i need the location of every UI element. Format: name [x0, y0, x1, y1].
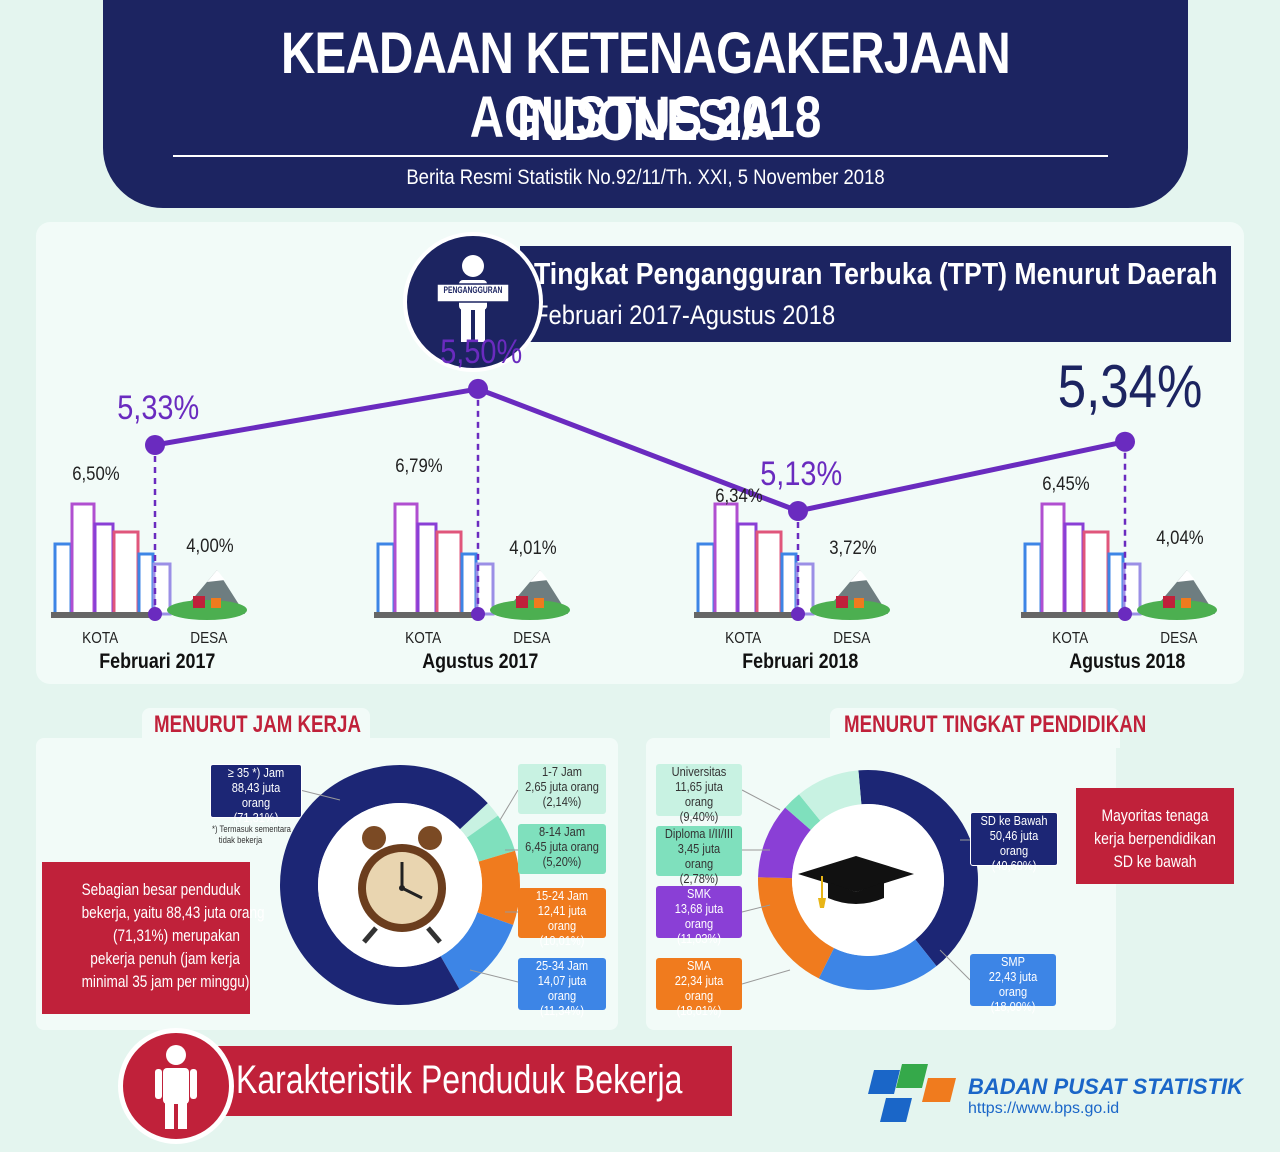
jam-box-8-14: 8-14 Jam 6,45 juta orang (5,20%) — [518, 824, 606, 874]
tpt-value-label: 5,33% — [117, 389, 200, 427]
tpt-title: Tingkat Pengangguran Terbuka (TPT) Menur… — [534, 256, 1218, 291]
worker-person-icon — [118, 1028, 234, 1144]
graduation-cap-icon — [796, 852, 916, 917]
header-divider — [173, 155, 1108, 157]
desa-label: DESA — [1160, 630, 1198, 647]
period-label: Agustus 2017 — [422, 650, 539, 673]
page-title-line2: AGUSTUS 2018 — [469, 85, 822, 150]
pend-box-smp: SMP 22,43 juta orang (18,09%) — [970, 954, 1056, 1014]
kota-value-label: 6,45% — [1042, 474, 1090, 495]
period-label: Februari 2018 — [742, 650, 859, 673]
jam-box-1-7: 1-7 Jam 2,65 juta orang (2,14%) — [518, 764, 606, 814]
kota-value-label: 6,79% — [395, 456, 443, 477]
tpt-period: Februari 2017-Agustus 2018 — [534, 300, 836, 330]
karakteristik-banner: Karakteristik Penduduk Bekerja — [146, 1046, 732, 1116]
kota-value-label: 6,34% — [715, 486, 763, 507]
clock-icon — [352, 824, 452, 949]
pendidikan-title: MENURUT TINGKAT PENDIDIKAN — [844, 711, 1147, 738]
desa-value-label: 4,00% — [186, 536, 234, 557]
header-banner: KEADAAN KETENAGAKERJAAN INDONESIA AGUSTU… — [103, 0, 1188, 208]
kota-label: KOTA — [82, 630, 119, 647]
jam-box-35: ≥ 35 *) Jam 88,43 juta orang (71,31%) — [210, 764, 302, 825]
tpt-value-label: 5,34% — [1057, 352, 1203, 420]
pend-box-smk: SMK 13,68 juta orang (11,03%) — [656, 886, 742, 946]
karakteristik-title: Karakteristik Penduduk Bekerja — [236, 1058, 683, 1102]
period-label: Agustus 2018 — [1069, 650, 1186, 673]
pend-box-universitas: Universitas 11,65 juta orang (9,40%) — [656, 764, 742, 824]
page-subtitle: Berita Resmi Statistik No.92/11/Th. XXI,… — [406, 166, 885, 189]
unemployed-person-icon: PENGANGGURAN — [403, 232, 543, 372]
pend-box-sma: SMA 22,34 juta orang (18,01%) — [656, 958, 742, 1018]
desa-label: DESA — [833, 630, 871, 647]
pendidikan-note: Mayoritas tenaga kerja berpendidikan SD … — [1076, 788, 1234, 884]
icon-sign-text: PENGANGGURAN — [443, 285, 503, 295]
tpt-value-label: 5,13% — [760, 455, 843, 493]
jam-kerja-title-tab — [142, 708, 370, 748]
pend-box-diploma: Diploma I/II/III 3,45 juta orang (2,78%) — [656, 826, 742, 886]
jam-kerja-note: Sebagian besar penduduk bekerja, yaitu 8… — [42, 862, 265, 1014]
desa-value-label: 3,72% — [829, 538, 877, 559]
jam-footnote: *) Termasuk sementara tidak bekerja — [212, 824, 291, 845]
jam-box-25-34: 25-34 Jam 14,07 juta orang (11,34%) — [518, 958, 606, 1018]
desa-label: DESA — [190, 630, 228, 647]
pend-box-sd: SD ke Bawah 50,46 juta orang (40,69%) — [970, 812, 1058, 873]
tpt-value-label: 5,50% — [440, 332, 523, 371]
page-title-line1: KEADAAN KETENAGAKERJAAN INDONESIA — [281, 21, 1011, 153]
pendidikan-title-tab — [830, 708, 1120, 748]
jam-box-15-24: 15-24 Jam 12,41 juta orang (10,01%) — [518, 888, 606, 948]
kota-label: KOTA — [725, 630, 762, 647]
desa-value-label: 4,01% — [509, 538, 557, 559]
bps-logo-icon — [866, 1058, 960, 1133]
kota-label: KOTA — [1052, 630, 1089, 647]
kota-value-label: 6,50% — [72, 464, 120, 485]
tpt-title-box: Tingkat Pengangguran Terbuka (TPT) Menur… — [520, 246, 1231, 342]
desa-value-label: 4,04% — [1156, 528, 1204, 549]
desa-label: DESA — [513, 630, 551, 647]
bps-name: BADAN PUSAT STATISTIK — [968, 1074, 1243, 1099]
jam-kerja-title: MENURUT JAM KERJA — [154, 711, 361, 738]
bps-url[interactable]: https://www.bps.go.id — [968, 1100, 1120, 1117]
kota-label: KOTA — [405, 630, 442, 647]
period-label: Februari 2017 — [99, 650, 216, 673]
